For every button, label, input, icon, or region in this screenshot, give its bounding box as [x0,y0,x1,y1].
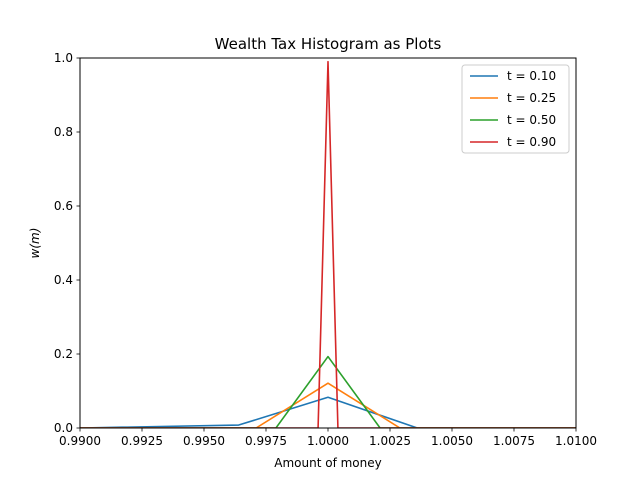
series-line-2 [80,382,576,428]
y-tick-label: 0.6 [54,199,73,213]
legend-entry-label: t = 0.50 [507,113,556,127]
x-tick-label: 0.9975 [245,434,287,448]
x-tick-label: 1.0025 [369,434,411,448]
x-tick-label: 1.0000 [307,434,349,448]
y-tick-label: 0.0 [54,421,73,435]
y-tick-label: 1.0 [54,51,73,65]
legend: t = 0.10 t = 0.25 t = 0.50 t = 0.90 [461,64,570,154]
y-tick-label: 0.2 [54,347,73,361]
y-tick-label: 0.4 [54,273,73,287]
series-line-4 [80,60,576,428]
chart-title: Wealth Tax Histogram as Plots [215,35,442,53]
x-axis-label: Amount of money [274,456,381,470]
x-tick-label: 1.0050 [431,434,473,448]
x-tick-label: 1.0100 [555,434,597,448]
y-tick-label: 0.8 [54,125,73,139]
legend-box [461,64,570,154]
x-tick-label: 1.0075 [493,434,535,448]
series-layer [80,60,576,428]
axes-layer: 0.9900 0.9925 0.9950 0.9975 1.0000 1.0025 1.00… [54,51,597,448]
y-axis-label: w(m) [28,228,42,259]
x-tick-label: 0.9950 [183,434,225,448]
x-tick-label: 0.9925 [121,434,163,448]
plot-area [80,60,576,428]
legend-entry-label: t = 0.25 [507,91,556,105]
series-line-3 [80,355,576,428]
series-line-1 [80,396,576,428]
x-tick-label: 0.9900 [59,434,101,448]
legend-entry-label: t = 0.90 [507,135,556,149]
legend-entry-label: t = 0.10 [507,69,556,83]
